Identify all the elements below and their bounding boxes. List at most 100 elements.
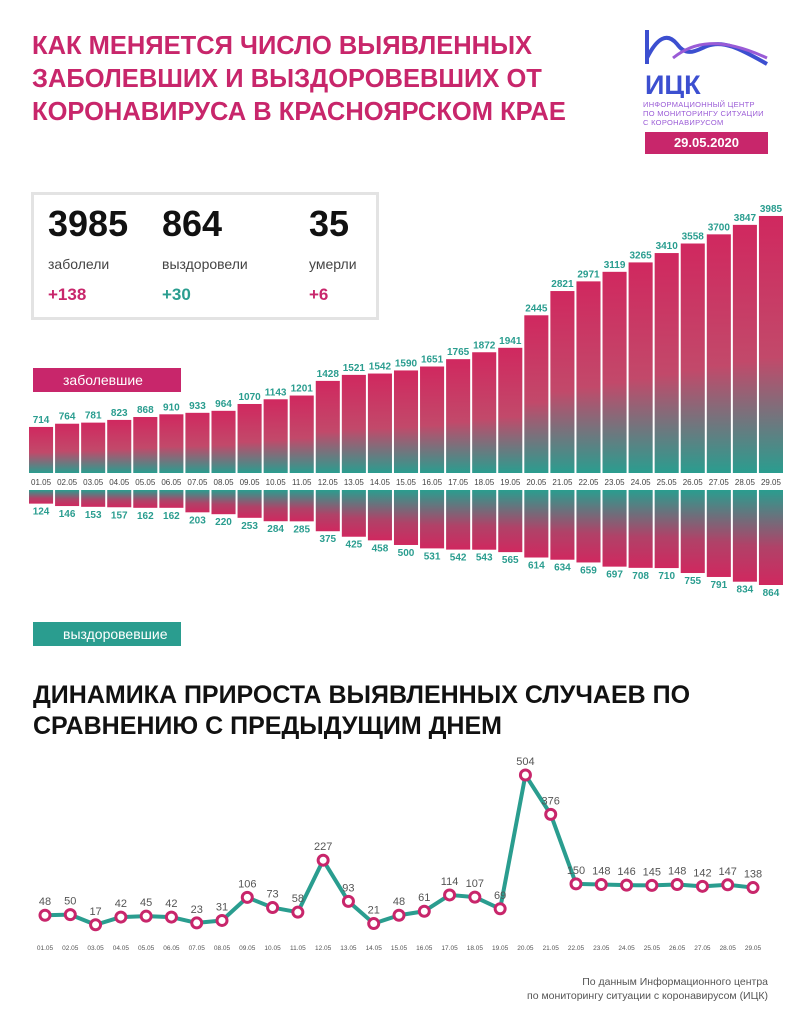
bar-recovered-label: 284 xyxy=(267,524,284,535)
bar-recovered xyxy=(680,490,705,574)
bar-date-label: 12.05 xyxy=(318,478,339,487)
line-point-label: 73 xyxy=(266,889,278,901)
bar-sick xyxy=(732,224,757,473)
page-title: КАК МЕНЯЕТСЯ ЧИСЛО ВЫЯВЛЕННЫХ ЗАБОЛЕВШИХ… xyxy=(32,32,566,126)
line-date-label: 05.05 xyxy=(138,945,155,952)
bar-recovered-label: 146 xyxy=(59,509,76,520)
line-point xyxy=(493,902,507,916)
line-point xyxy=(670,877,684,891)
logo-line-2: ПО МОНИТОРИНГУ СИТУАЦИИ xyxy=(643,109,764,118)
bar-recovered xyxy=(446,490,471,550)
bar-recovered xyxy=(550,490,575,560)
line-point-label: 58 xyxy=(292,893,304,905)
bar-sick-label: 1143 xyxy=(265,387,287,398)
line-point-label: 142 xyxy=(693,867,711,879)
bar-recovered xyxy=(367,490,392,541)
line-point-label: 48 xyxy=(393,896,405,908)
bar-recovered xyxy=(602,490,627,567)
bar-sick-label: 1872 xyxy=(473,340,496,351)
logo-line-1: ИНФОРМАЦИОННЫЙ ЦЕНТР xyxy=(643,100,755,109)
line-point xyxy=(620,878,634,892)
bar-recovered xyxy=(628,490,653,568)
bar-date-label: 25.05 xyxy=(657,478,678,487)
line-point xyxy=(417,904,431,918)
bar-sick-label: 3985 xyxy=(760,204,783,215)
bar-date-label: 09.05 xyxy=(240,478,261,487)
bar-date-label: 18.05 xyxy=(474,478,495,487)
bar-recovered xyxy=(498,490,523,553)
stat-died-delta: +6 xyxy=(309,285,329,304)
line-date-label: 17.05 xyxy=(441,945,458,952)
bar-sick xyxy=(393,370,419,473)
bar-recovered-label: 531 xyxy=(424,551,441,562)
bar-sick-label: 1765 xyxy=(447,347,470,358)
bar-recovered xyxy=(758,490,783,585)
line-point xyxy=(316,853,330,867)
line-point-label: 93 xyxy=(342,882,354,894)
bar-sick-label: 964 xyxy=(215,399,232,410)
bar-recovered xyxy=(289,490,314,522)
legend-tag-recovered: выздоровевшие xyxy=(33,622,181,646)
bar-sick xyxy=(758,215,783,473)
line-point xyxy=(468,890,482,904)
bar-recovered xyxy=(524,490,549,558)
line-point-label: 23 xyxy=(191,904,203,916)
logo: ИЦК ИНФОРМАЦИОННЫЙ ЦЕНТР ПО МОНИТОРИНГУ … xyxy=(643,28,771,127)
bar-date-label: 28.05 xyxy=(735,478,756,487)
line-point xyxy=(190,916,204,930)
bar-recovered-label: 542 xyxy=(450,553,467,564)
logo-line-3: С КОРОНАВИРУСОМ xyxy=(643,118,724,127)
line-chart: 48 01.05 50 02.05 17 03.05 42 04.05 45 05.05 42 06.… xyxy=(37,756,762,952)
bar-sick xyxy=(211,410,236,473)
bar-date-label: 11.05 xyxy=(292,478,312,487)
line-point xyxy=(266,901,280,915)
bar-recovered xyxy=(654,490,679,569)
bar-sick xyxy=(524,315,549,473)
bar-recovered xyxy=(237,490,262,518)
bar-recovered xyxy=(263,490,288,522)
bar-recovered-label: 157 xyxy=(111,510,128,521)
bar-sick-label: 3558 xyxy=(682,232,705,243)
bar-sick xyxy=(185,412,210,473)
bar-recovered xyxy=(393,490,419,545)
bar-recovered xyxy=(29,490,54,504)
line-point xyxy=(695,879,709,893)
bar-sick xyxy=(263,399,288,473)
bar-sick-label: 1941 xyxy=(499,336,522,347)
stat-sick-label: заболели xyxy=(48,256,110,272)
bar-recovered-label: 697 xyxy=(606,570,623,581)
line-date-label: 07.05 xyxy=(189,945,206,952)
line-point-label: 48 xyxy=(39,896,51,908)
section-subtitle: ДИНАМИКА ПРИРОСТА ВЫЯВЛЕННЫХ СЛУЧАЕВ ПО … xyxy=(33,681,691,740)
line-point-label: 148 xyxy=(668,865,686,877)
logo-name: ИЦК xyxy=(645,70,701,98)
bar-recovered-label: 659 xyxy=(580,565,597,576)
line-point xyxy=(721,878,735,892)
bar-sick-label: 823 xyxy=(111,408,128,419)
bar-recovered xyxy=(706,490,731,577)
bar-date-label: 08.05 xyxy=(214,478,235,487)
bar-date-label: 29.05 xyxy=(761,478,782,487)
bar-recovered xyxy=(107,490,132,508)
stat-died-value: 35 xyxy=(309,203,350,244)
bar-sick xyxy=(550,291,575,473)
bar-sick-label: 1428 xyxy=(317,369,340,380)
bar-sick-label: 714 xyxy=(33,415,50,426)
bar-date-label: 22.05 xyxy=(578,478,599,487)
stat-sick-delta: +138 xyxy=(48,285,87,304)
bar-date-label: 23.05 xyxy=(605,478,626,487)
bar-sick-label: 2821 xyxy=(551,279,574,290)
bar-recovered-label: 614 xyxy=(528,561,545,572)
bar-recovered xyxy=(341,490,366,537)
line-date-label: 04.05 xyxy=(113,945,130,952)
line-date-label: 25.05 xyxy=(644,945,661,952)
line-point xyxy=(569,877,583,891)
bar-date-label: 02.05 xyxy=(57,478,78,487)
bar-date-label: 06.05 xyxy=(161,478,182,487)
bar-recovered-label: 162 xyxy=(163,511,180,522)
line-point xyxy=(392,908,406,922)
line-point-label: 114 xyxy=(441,876,459,888)
line-date-label: 19.05 xyxy=(492,945,509,952)
line-point xyxy=(443,888,457,902)
bar-sick-label: 1651 xyxy=(421,355,444,366)
